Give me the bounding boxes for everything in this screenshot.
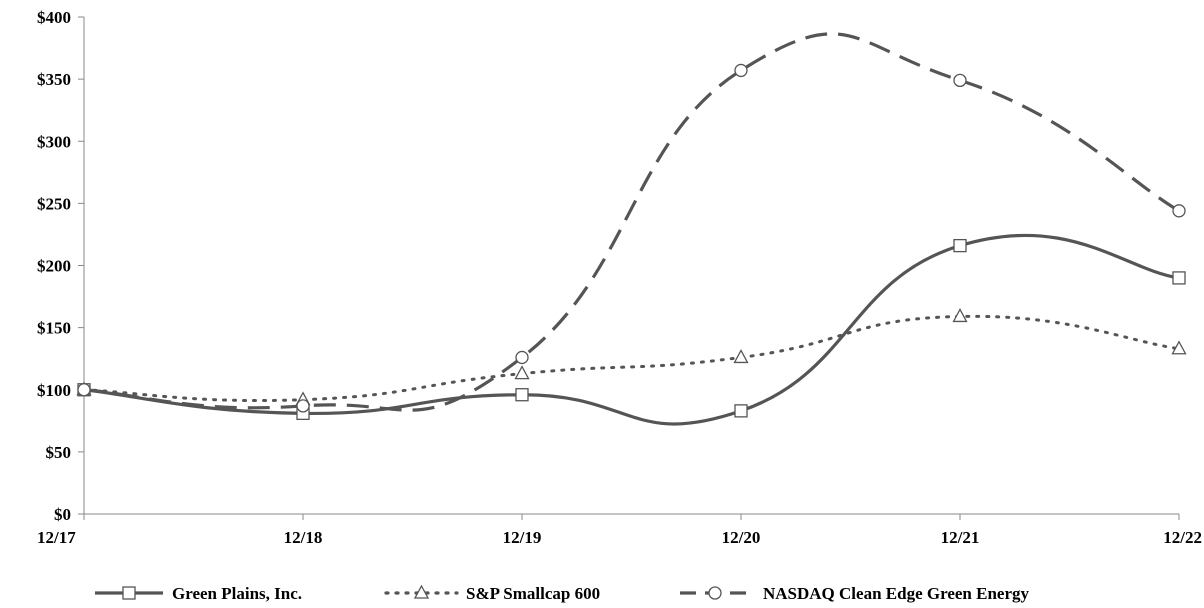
legend-label: NASDAQ Clean Edge Green Energy (763, 584, 1030, 603)
series-0-point (515, 388, 529, 402)
x-tick-label: 12/22 (1163, 528, 1202, 547)
y-tick-label: $250 (37, 194, 71, 213)
series-2-point (77, 383, 91, 397)
series-2-point (1172, 204, 1186, 218)
axes: $0 $50 $100 $150 $200 $250 $300 $350 $400 12/17 12… (37, 8, 1202, 547)
y-tick-label: $400 (37, 8, 71, 27)
series-1-point (1171, 340, 1187, 355)
series-0-point (1172, 271, 1186, 285)
x-tick-label: 12/17 (37, 528, 76, 547)
series-line-0 (83, 233, 1180, 426)
y-tick-label: $0 (54, 505, 71, 524)
y-tick-label: $100 (37, 381, 71, 400)
legend-marker (708, 586, 722, 600)
series-2-point (953, 73, 967, 88)
series-2-point (296, 399, 310, 413)
series-1-point (514, 365, 530, 380)
y-tick-label: $350 (37, 70, 71, 89)
x-tick-label: 12/18 (284, 528, 323, 547)
y-tick-label: $300 (37, 132, 71, 151)
x-tick-label: 12/20 (722, 528, 761, 547)
series-line-1 (82, 314, 1181, 403)
series-line-2 (83, 32, 1180, 412)
series-1-point (952, 308, 968, 323)
series-0-point (953, 238, 967, 253)
legend: Green Plains, Inc. S&P Smallcap 600 NASDAQ… (95, 584, 1030, 603)
y-tick-label: $150 (37, 319, 71, 338)
series-layer (76, 32, 1187, 426)
x-tick-label: 12/19 (503, 528, 542, 547)
legend-marker (413, 584, 430, 599)
legend-label: S&P Smallcap 600 (466, 584, 600, 603)
y-tick-label: $50 (46, 443, 72, 462)
series-1-point (733, 349, 749, 364)
series-0-point (734, 404, 748, 418)
x-tick-label: 12/21 (941, 528, 980, 547)
series-2-point (515, 350, 529, 365)
y-tick-label: $200 (37, 257, 71, 276)
legend-marker (122, 586, 136, 600)
series-2-point (734, 63, 748, 78)
legend-label: Green Plains, Inc. (172, 584, 302, 603)
